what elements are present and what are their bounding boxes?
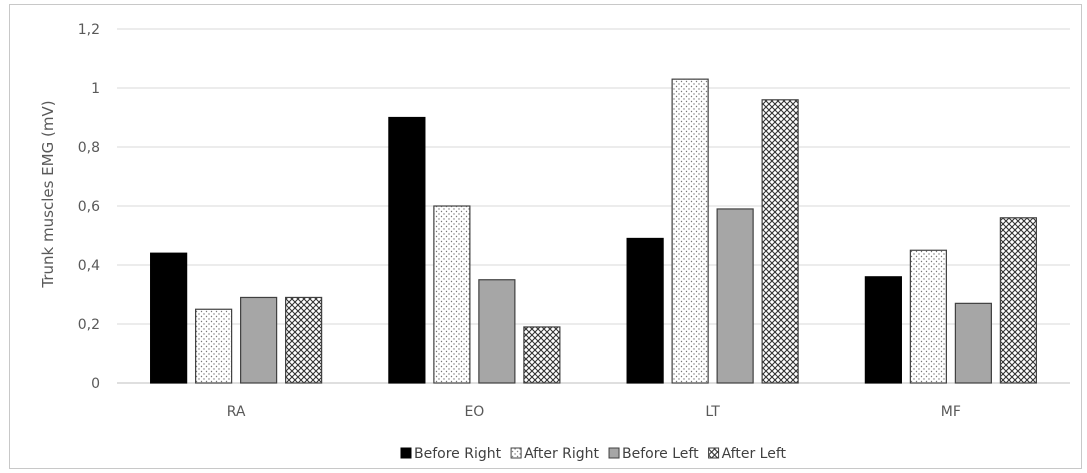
x-axis-ticks: RA EO LT MF bbox=[227, 404, 961, 420]
y-tick-label: 0,2 bbox=[78, 317, 100, 333]
y-tick-label: 0,4 bbox=[78, 258, 100, 274]
legend-item: After Right bbox=[510, 446, 600, 462]
legend-swatch bbox=[708, 447, 720, 459]
bars bbox=[150, 78, 1037, 384]
bar-after-right-eo bbox=[433, 205, 471, 384]
bar-before-right-mf bbox=[864, 276, 902, 384]
y-tick-label: 1,2 bbox=[78, 22, 100, 38]
y-axis-ticks: 0 0,2 0,4 0,6 0,8 1 1,2 bbox=[78, 22, 100, 392]
x-tick-label: MF bbox=[941, 404, 961, 420]
legend-item: Before Right bbox=[400, 446, 502, 462]
bar-before-left-ra bbox=[240, 296, 278, 384]
bar-before-left-eo bbox=[478, 279, 516, 384]
bar-before-left-mf bbox=[954, 302, 992, 384]
bar-after-left-lt bbox=[761, 99, 799, 384]
y-tick-label: 0,6 bbox=[78, 199, 100, 215]
y-tick-label: 0 bbox=[91, 376, 100, 392]
bar-after-left-ra bbox=[285, 296, 323, 384]
legend-label: After Right bbox=[524, 446, 599, 462]
y-tick-label: 0,8 bbox=[78, 140, 100, 156]
y-tick-label: 1 bbox=[91, 81, 100, 97]
chart-frame: 0 0,2 0,4 0,6 0,8 1 1,2 Trunk muscles EMG (mV)… bbox=[9, 4, 1082, 469]
legend-swatch bbox=[510, 447, 522, 459]
x-tick-label: LT bbox=[705, 404, 720, 420]
legend-item: Before Left bbox=[608, 446, 699, 462]
bar-after-right-lt bbox=[671, 78, 709, 384]
bar-before-right-eo bbox=[388, 116, 426, 384]
legend-label: Before Right bbox=[414, 446, 502, 462]
x-tick-label: EO bbox=[464, 404, 484, 420]
bar-chart: 0 0,2 0,4 0,6 0,8 1 1,2 Trunk muscles EMG (mV)… bbox=[39, 22, 1070, 462]
legend-label: Before Left bbox=[622, 446, 699, 462]
legend-label: After Left bbox=[722, 446, 787, 462]
bar-after-right-mf bbox=[909, 249, 947, 384]
legend-swatch bbox=[608, 447, 620, 459]
bar-after-left-eo bbox=[523, 326, 561, 384]
y-axis-label: Trunk muscles EMG (mV) bbox=[39, 100, 57, 288]
x-tick-label: RA bbox=[227, 404, 246, 420]
bar-before-right-ra bbox=[150, 252, 188, 384]
bar-after-right-ra bbox=[195, 308, 233, 384]
legend: Before Right After Right Before Left After … bbox=[400, 446, 787, 462]
legend-swatch bbox=[400, 447, 412, 459]
bar-before-left-lt bbox=[716, 208, 754, 384]
legend-item: After Left bbox=[708, 446, 787, 462]
bar-after-left-mf bbox=[999, 217, 1037, 384]
bar-before-right-lt bbox=[626, 237, 664, 384]
